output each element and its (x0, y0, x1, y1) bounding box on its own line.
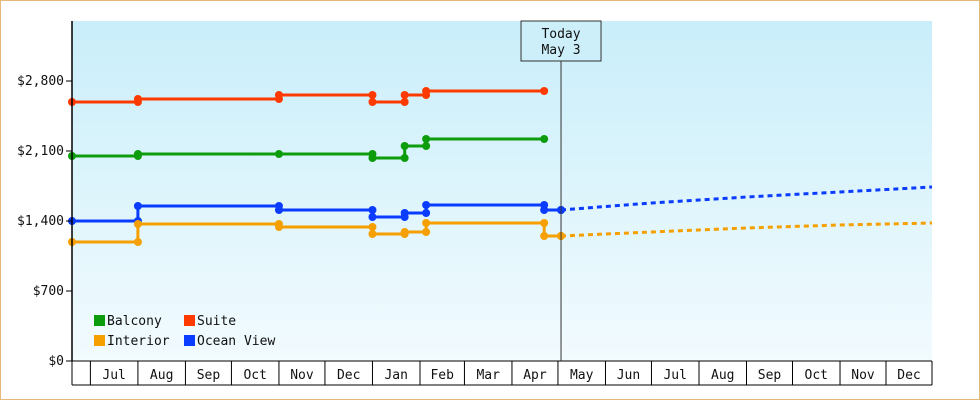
legend-label-ocean-view: Ocean View (197, 334, 275, 349)
legend-swatch-balcony (94, 315, 105, 326)
x-tick-label-17: Dec (897, 368, 920, 383)
series-forecast-interior (560, 221, 933, 238)
x-tick-label-4: Nov (290, 368, 314, 383)
x-tick-label-0: Jul (102, 368, 125, 383)
legend-swatch-ocean-view (184, 335, 195, 346)
legend-label-interior: Interior (107, 334, 170, 349)
point-ocean-view-5 (368, 206, 377, 214)
point-ocean-view-4 (274, 206, 283, 214)
legend-label-suite: Suite (197, 314, 236, 329)
point-interior-4 (274, 223, 283, 231)
today-box (520, 20, 602, 62)
point-balcony-9 (422, 135, 431, 143)
x-tick-label-14: Sep (758, 368, 782, 383)
plot-background (72, 21, 932, 361)
x-tick-label-15: Oct (805, 368, 828, 383)
x-tick-label-9: Apr (523, 368, 547, 383)
point-balcony-6 (400, 154, 409, 162)
legend-swatch-interior (94, 335, 105, 346)
point-interior-6 (368, 230, 377, 238)
x-tick-label-1: Aug (150, 368, 173, 383)
point-suite-5 (368, 91, 377, 99)
point-balcony-5 (368, 154, 377, 162)
point-ocean-view-6 (368, 213, 377, 221)
today-date: May 3 (541, 43, 580, 58)
series-line-ocean-view (72, 203, 561, 223)
point-suite-8 (400, 91, 409, 99)
y-tick-label-1: $700 (33, 284, 64, 299)
point-interior-2 (133, 220, 142, 228)
point-ocean-view-9 (422, 209, 431, 217)
point-suite-2 (133, 95, 142, 103)
point-ocean-view-8 (400, 209, 409, 217)
point-suite-4 (274, 91, 283, 99)
point-balcony-10 (540, 135, 549, 143)
y-tick-label-3: $2,100 (17, 144, 64, 159)
point-balcony-2 (133, 150, 142, 158)
today-label: Today (541, 27, 580, 42)
point-ocean-view-2 (133, 202, 142, 210)
x-tick-label-10: May (570, 368, 594, 383)
point-interior-5 (368, 223, 377, 231)
x-tick-label-6: Jan (384, 368, 407, 383)
point-interior-11 (540, 219, 549, 227)
point-balcony-8 (422, 142, 431, 150)
x-tick-label-8: Mar (476, 368, 500, 383)
y-tick-label-0: $0 (48, 354, 64, 369)
x-tick-label-3: Oct (243, 368, 266, 383)
point-ocean-view-12 (540, 206, 549, 214)
legend-label-balcony: Balcony (107, 314, 162, 329)
point-interior-10 (422, 219, 431, 227)
y-tick-label-4: $2,800 (17, 74, 64, 89)
point-suite-7 (400, 98, 409, 106)
x-tick-label-12: Jul (663, 368, 686, 383)
point-interior-9 (422, 228, 431, 236)
y-tick-label-2: $1,400 (17, 214, 64, 229)
x-tick-label-13: Aug (711, 368, 734, 383)
series-forecast-ocean-view (560, 185, 933, 212)
point-balcony-7 (400, 142, 409, 150)
x-tick-label-5: Dec (337, 368, 360, 383)
x-tick-label-16: Nov (851, 368, 875, 383)
point-balcony-3 (274, 150, 283, 158)
point-interior-12 (540, 232, 549, 240)
series-line-interior (72, 221, 561, 244)
point-suite-6 (368, 98, 377, 106)
point-interior-1 (133, 238, 142, 246)
point-interior-8 (400, 228, 409, 236)
point-ocean-view-10 (422, 201, 431, 209)
x-tick-label-11: Jun (617, 368, 640, 383)
x-tick-label-2: Sep (197, 368, 221, 383)
legend-swatch-suite (184, 315, 195, 326)
x-tick-label-7: Feb (430, 368, 454, 383)
point-suite-10 (422, 87, 431, 95)
point-suite-11 (540, 87, 549, 95)
